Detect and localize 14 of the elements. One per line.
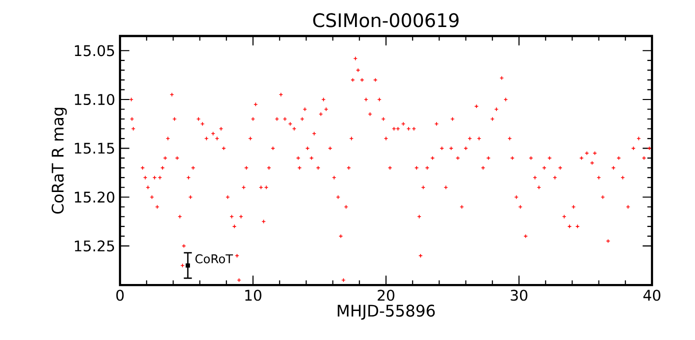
chart-title: CSIMon-000619 — [313, 13, 459, 28]
y-tick-label: 15.10 — [74, 94, 114, 106]
x-tick-label: 30 — [510, 290, 528, 301]
x-tick-label: 0 — [116, 290, 124, 301]
y-tick-label: 15.15 — [74, 142, 114, 154]
y-tick-label: 15.25 — [74, 240, 114, 252]
y-tick-label: 15.05 — [74, 45, 114, 56]
annotation: CoRoT — [195, 254, 234, 264]
x-tick-label: 10 — [245, 290, 262, 301]
y-tick-label: 15.20 — [74, 192, 114, 203]
x-axis-title: MHJD-55896 — [338, 304, 435, 320]
y-axis-title: CoRaT R mag — [52, 108, 67, 214]
x-tick-label: 40 — [643, 290, 660, 301]
x-tick-label: 20 — [378, 290, 394, 301]
